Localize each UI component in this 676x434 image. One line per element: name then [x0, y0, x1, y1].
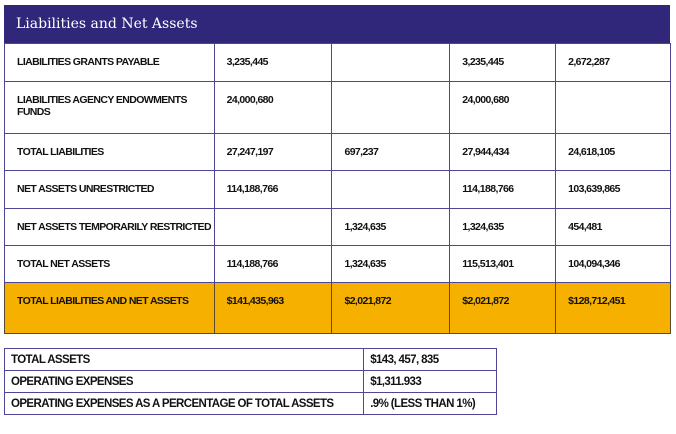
row-label: TOTAL LIABILITIES — [4, 133, 215, 171]
table-row: TOTAL LIABILITIES AND NET ASSETS $141,435… — [4, 282, 671, 334]
summary-value: $1,311.933 — [363, 370, 497, 393]
cell-value: 27,944,434 — [449, 133, 557, 171]
cell-value: 2,672,287 — [555, 43, 671, 82]
cell-value: 24,000,680 — [449, 81, 557, 134]
cell-value: 114,188,766 — [449, 170, 557, 209]
cell-value — [331, 170, 451, 209]
table-row: TOTAL NET ASSETS 114,188,766 1,324,635 115,… — [4, 245, 671, 283]
cell-value — [555, 81, 671, 134]
summary-table: TOTAL ASSETS $143, 457, 835 OPERATING EXPE… — [3, 348, 497, 415]
summary-label: OPERATING EXPENSES — [3, 370, 365, 393]
row-label: TOTAL NET ASSETS — [4, 245, 215, 283]
table-row: LIABILITIES AGENCY ENDOWMENTS FUNDS 24,00… — [4, 81, 671, 134]
summary-label: OPERATING EXPENSES AS A PERCENTAGE OF TO… — [3, 392, 365, 415]
cell-value: $141,435,963 — [213, 282, 333, 334]
summary-row: OPERATING EXPENSES $1,311.933 — [3, 370, 497, 393]
table-title: Liabilities and Net Assets — [4, 5, 670, 43]
table-row: NET ASSETS TEMPORARILY RESTRICTED 1,324,6… — [4, 208, 671, 246]
summary-row: TOTAL ASSETS $143, 457, 835 — [3, 348, 497, 371]
cell-value: 24,618,105 — [555, 133, 671, 171]
row-label: NET ASSETS UNRESTRICTED — [4, 170, 215, 209]
cell-value: 104,094,346 — [555, 245, 671, 283]
cell-value: 24,000,680 — [213, 81, 333, 134]
summary-value: $143, 457, 835 — [363, 348, 497, 371]
cell-value: 697,237 — [331, 133, 451, 171]
row-label: LIABILITIES AGENCY ENDOWMENTS FUNDS — [4, 81, 215, 134]
summary-value: .9% (LESS THAN 1%) — [363, 392, 497, 415]
cell-value: $2,021,872 — [331, 282, 451, 334]
row-label: LIABILITIES GRANTS PAYABLE — [4, 43, 215, 82]
cell-value — [331, 43, 451, 82]
cell-value: 3,235,445 — [213, 43, 333, 82]
cell-value: 1,324,635 — [331, 245, 451, 283]
table-row: NET ASSETS UNRESTRICTED 114,188,766 114,18… — [4, 170, 671, 209]
cell-value: 114,188,766 — [213, 170, 333, 209]
cell-value: 115,513,401 — [449, 245, 557, 283]
cell-value: 27,247,197 — [213, 133, 333, 171]
liabilities-table: LIABILITIES GRANTS PAYABLE 3,235,445 3,235… — [4, 43, 671, 334]
table-row: LIABILITIES GRANTS PAYABLE 3,235,445 3,235… — [4, 43, 671, 82]
table-row: TOTAL LIABILITIES 27,247,197 697,237 27,944… — [4, 133, 671, 171]
cell-value: 3,235,445 — [449, 43, 557, 82]
summary-label: TOTAL ASSETS — [3, 348, 365, 371]
cell-value: 1,324,635 — [331, 208, 451, 246]
row-label: NET ASSETS TEMPORARILY RESTRICTED — [4, 208, 215, 246]
cell-value: $2,021,872 — [449, 282, 557, 334]
cell-value: 103,639,865 — [555, 170, 671, 209]
cell-value: $128,712,451 — [555, 282, 671, 334]
cell-value: 114,188,766 — [213, 245, 333, 283]
cell-value — [331, 81, 451, 134]
cell-value — [213, 208, 333, 246]
row-label: TOTAL LIABILITIES AND NET ASSETS — [4, 282, 215, 334]
cell-value: 454,481 — [555, 208, 671, 246]
cell-value: 1,324,635 — [449, 208, 557, 246]
summary-row: OPERATING EXPENSES AS A PERCENTAGE OF TO… — [3, 392, 497, 415]
